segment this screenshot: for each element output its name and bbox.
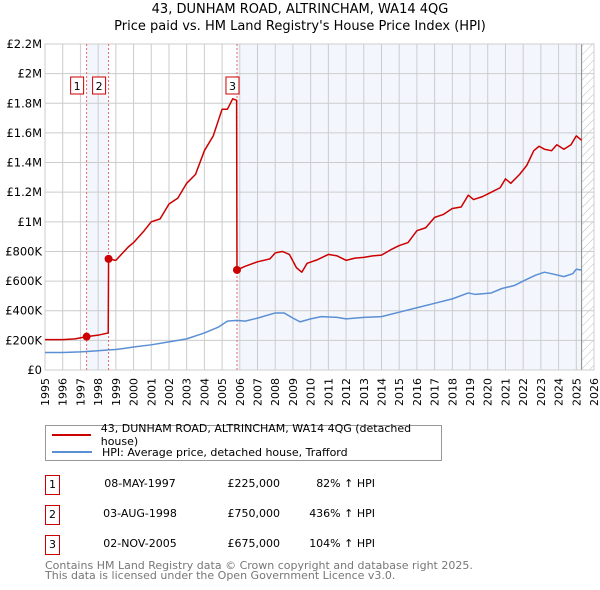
sale-point (104, 254, 113, 263)
y-tick-label: £1.6M (6, 126, 42, 140)
x-tick-label: 2024 (553, 378, 566, 406)
x-tick-label: 1995 (39, 378, 52, 406)
x-tick-label: 2000 (128, 378, 141, 406)
hpi-line (45, 268, 582, 354)
y-tick-label: £600K (5, 274, 42, 288)
chart-subtitle: Price paid vs. HM Land Registry's House … (114, 19, 486, 34)
marker-box (225, 76, 240, 95)
x-tick-label: 2011 (322, 378, 335, 406)
x-tick-label: 2016 (411, 378, 424, 406)
x-tick-label: 2019 (464, 378, 477, 406)
x-tick-label: 2015 (393, 378, 406, 406)
marker-number: 2 (96, 80, 103, 93)
legend-item-property: 43, DUNHAM ROAD, ALTRINCHAM, WA14 4QG (d… (46, 422, 441, 448)
table-row: 1 08-MAY-1997 £225,000 82% ↑ HPI (45, 475, 445, 495)
x-tick-label: 2012 (340, 378, 353, 406)
table-row: 3 02-NOV-2005 £675,000 104% ↑ HPI (45, 535, 445, 555)
marker-number: 1 (74, 80, 81, 93)
sale-hpi-change: 104% ↑ HPI (309, 537, 375, 550)
sale-point (82, 332, 91, 341)
y-tick-label: £1.4M (6, 156, 42, 170)
x-tick-label: 2020 (482, 378, 495, 406)
sale-price: £675,000 (227, 537, 281, 550)
y-tick-label: £0 (27, 363, 42, 377)
chart-title: 43, DUNHAM ROAD, ALTRINCHAM, WA14 4QG (151, 2, 449, 17)
x-tick-label: 2018 (446, 378, 459, 406)
footer-licence: This data is licensed under the Open Gov… (45, 569, 396, 582)
marker-box (92, 76, 107, 95)
x-tick-label: 2025 (570, 378, 583, 406)
sale-hpi-change: 82% ↑ HPI (316, 477, 375, 490)
sale-hpi-change: 436% ↑ HPI (309, 507, 375, 520)
x-tick-label: 2003 (181, 378, 194, 406)
sale-date: 03-AUG-1998 (103, 507, 177, 520)
y-tick-label: £2.2M (6, 37, 42, 51)
y-tick-label: £2M (17, 67, 42, 81)
x-tick-label: 1997 (74, 378, 87, 406)
sale-date: 08-MAY-1997 (104, 477, 176, 490)
x-tick-label: 2022 (517, 378, 530, 406)
legend-item-hpi: HPI: Average price, detached house, Traf… (46, 444, 348, 460)
x-tick-label: 2006 (234, 378, 247, 406)
forecast-hatch (581, 44, 594, 370)
property-price-line (45, 98, 583, 341)
x-tick-label: 2026 (588, 378, 600, 406)
sale-price: £750,000 (227, 507, 281, 520)
x-tick-label: 2007 (252, 378, 265, 406)
legend: 43, DUNHAM ROAD, ALTRINCHAM, WA14 4QG (d… (45, 422, 442, 461)
sale-marker-badge: 1 (45, 475, 60, 495)
y-tick-label: £800K (5, 244, 42, 258)
y-tick-label: £200K (5, 333, 42, 347)
sale-marker-badge: 3 (45, 535, 60, 555)
price-chart: 1995 1996 1997 1998 1999 2000 2001 2002 2003 2004… (5, 37, 600, 406)
x-tick-label: 2017 (429, 378, 442, 406)
x-tick-label: 1996 (57, 378, 70, 406)
sale-marker-label: 1 (70, 76, 85, 95)
sale-date: 02-NOV-2005 (103, 537, 177, 550)
legend-label: 43, DUNHAM ROAD, ALTRINCHAM, WA14 4QG (d… (100, 422, 412, 448)
x-tick-label: 2013 (358, 378, 371, 406)
shaded-ownership-range (86, 44, 109, 370)
y-tick-label: £1.2M (6, 185, 42, 199)
sale-marker-label: 3 (225, 76, 240, 95)
x-tick-label: 2008 (269, 378, 282, 406)
footer-copyright: Contains HM Land Registry data © Crown c… (45, 559, 473, 572)
sale-marker-label: 2 (92, 76, 107, 95)
y-tick-label: £1M (17, 215, 42, 229)
y-tick-label: £400K (5, 304, 42, 318)
x-tick-label: 2001 (145, 378, 158, 406)
x-tick-label: 2004 (198, 378, 211, 406)
blue-line-swatch (52, 451, 92, 453)
shaded-ownership-range (236, 44, 582, 370)
sale-price: £225,000 (227, 477, 281, 490)
x-tick-label: 2014 (375, 378, 388, 406)
plot-border (44, 43, 595, 371)
x-tick-label: 2005 (216, 378, 229, 406)
marker-box (70, 76, 85, 95)
x-tick-label: 2010 (305, 378, 318, 406)
table-row: 2 03-AUG-1998 £750,000 436% ↑ HPI (45, 505, 445, 525)
sale-marker-badge: 2 (45, 505, 60, 525)
x-tick-label: 1999 (110, 378, 123, 406)
x-tick-label: 2009 (287, 378, 300, 406)
legend-label: HPI: Average price, detached house, Traf… (102, 445, 348, 459)
x-tick-label: 2002 (163, 378, 176, 406)
x-tick-label: 2023 (535, 378, 548, 406)
y-tick-label: £1.8M (6, 96, 42, 110)
x-tick-label: 1998 (92, 378, 105, 406)
x-tick-label: 2021 (499, 378, 512, 406)
sale-point (232, 265, 241, 274)
marker-number: 3 (229, 80, 236, 93)
red-line-swatch (52, 434, 91, 436)
